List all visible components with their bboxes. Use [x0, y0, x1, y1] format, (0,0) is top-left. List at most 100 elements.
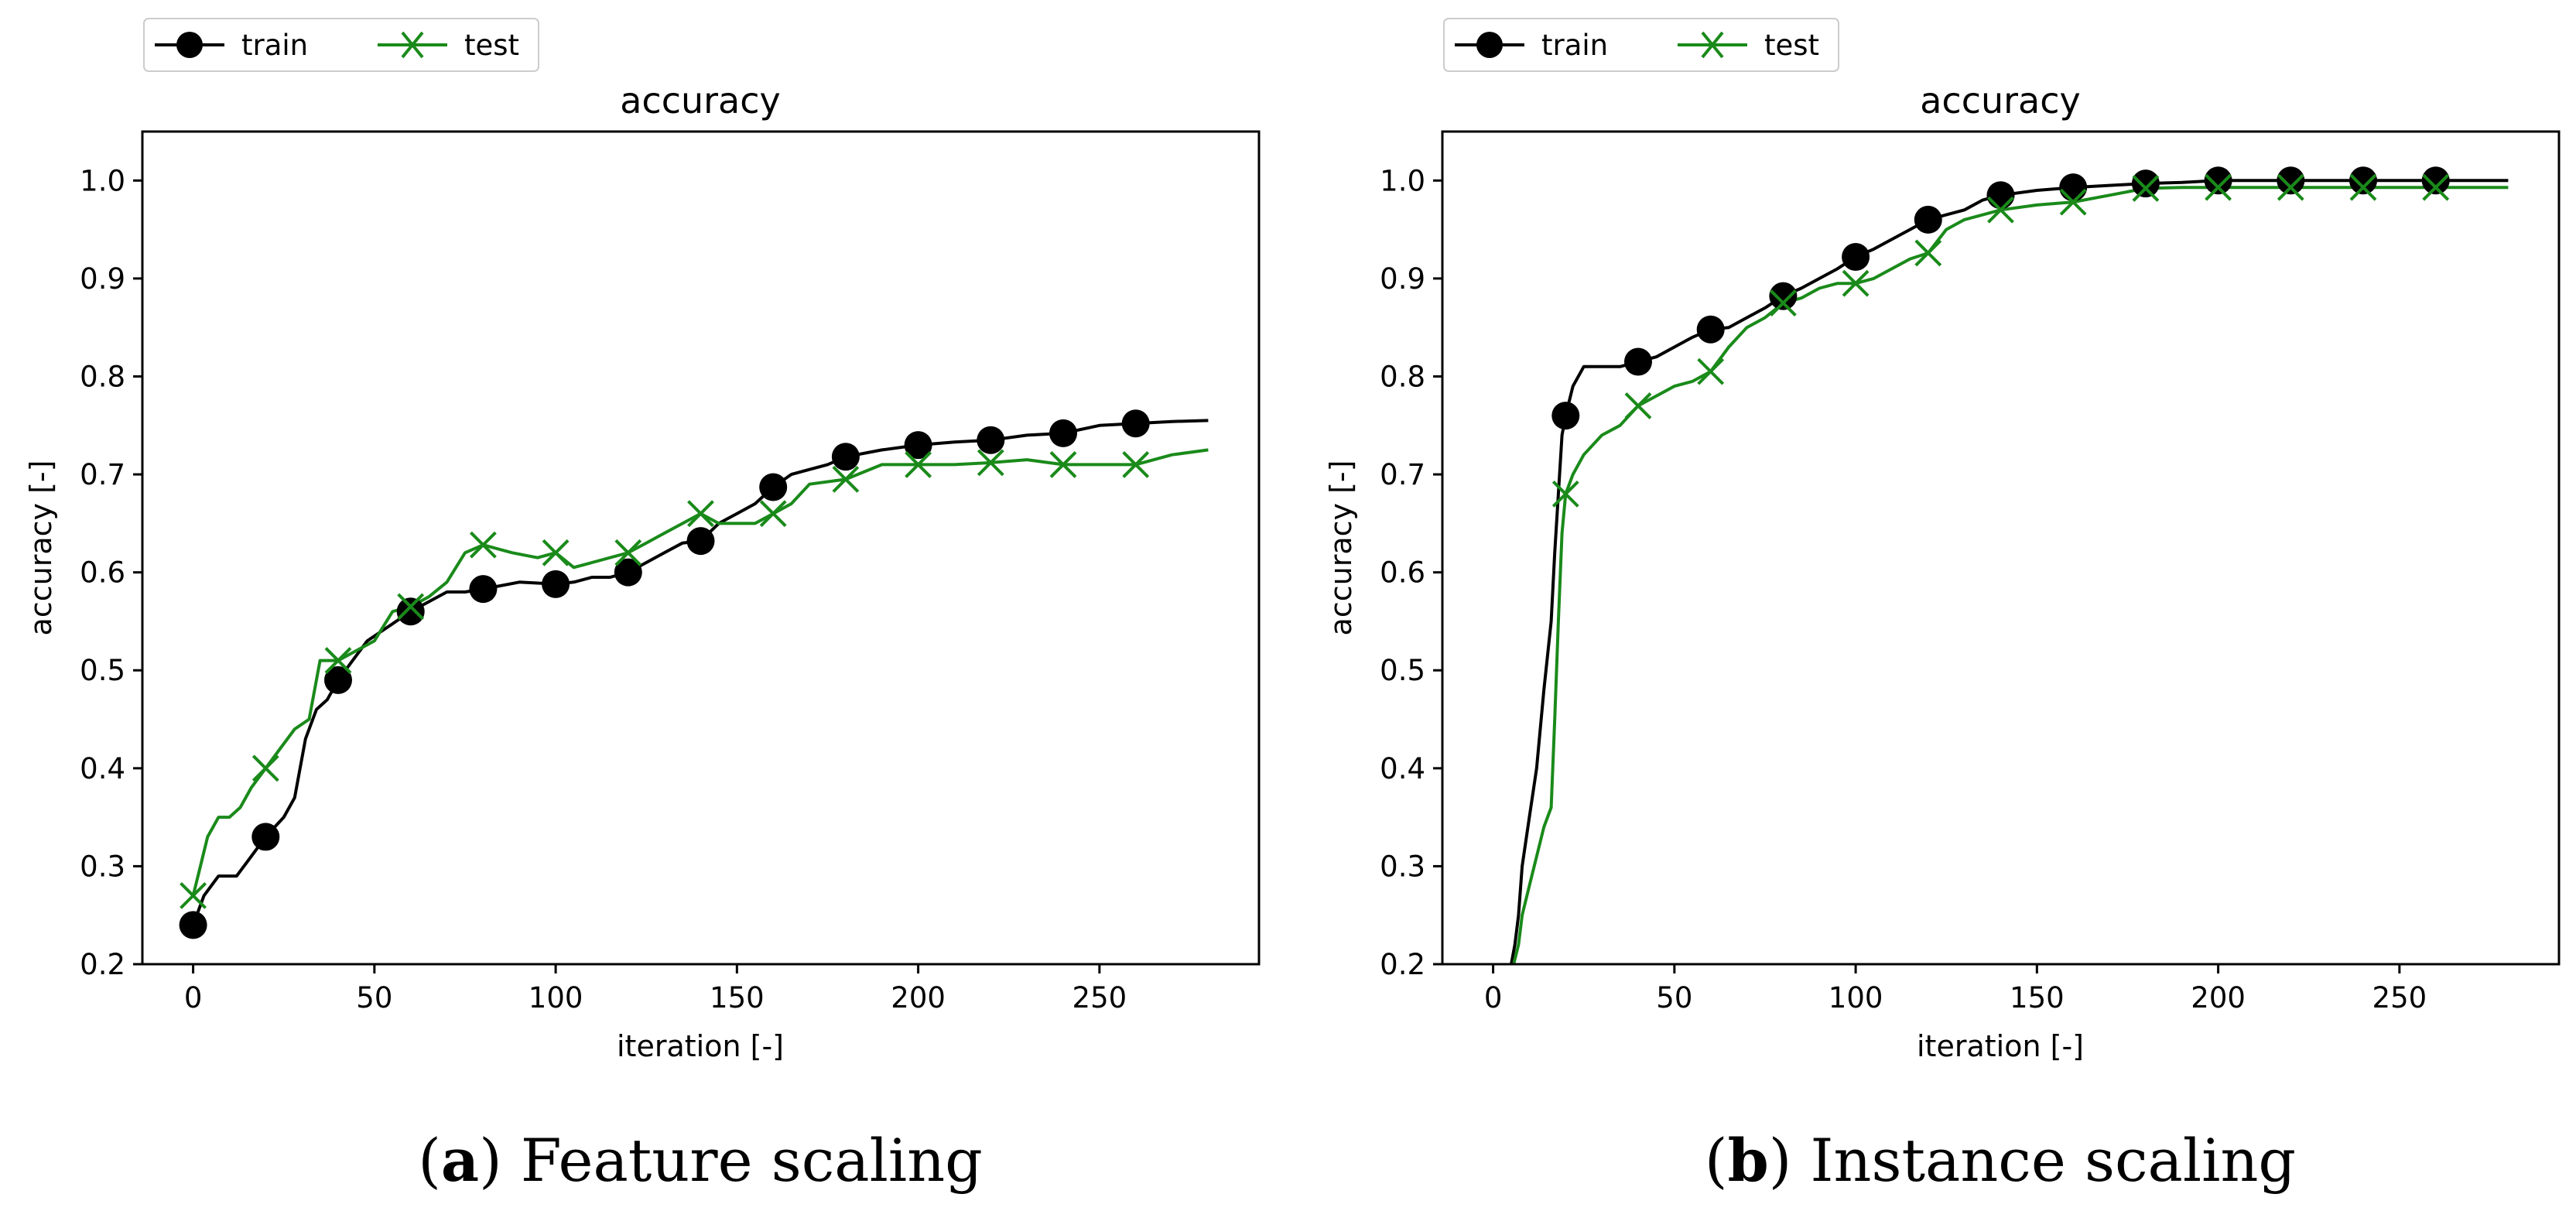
marker-test	[1987, 196, 2014, 224]
marker-train	[2131, 169, 2160, 198]
marker-train	[2059, 173, 2088, 202]
y-tick-label: 0.2	[80, 948, 125, 981]
y-tick-label: 0.8	[1380, 360, 1425, 393]
marker-test	[614, 539, 642, 566]
x-tick-label: 50	[1656, 981, 1692, 1014]
x-tick-label: 50	[356, 981, 392, 1014]
series-line-test	[1512, 186, 2509, 964]
marker-train	[1049, 419, 1078, 447]
legend-frame	[143, 18, 539, 72]
plot-markers-b	[1551, 166, 2450, 508]
marker-train	[2277, 166, 2305, 195]
plot-frame-b	[1441, 130, 2561, 966]
marker-test	[832, 465, 860, 493]
marker-train	[977, 426, 1005, 454]
legend-frame	[1443, 18, 1839, 72]
marker-test	[180, 881, 207, 909]
ylabel-a: accuracy [-]	[24, 460, 58, 636]
marker-train	[614, 558, 642, 587]
x-tick-label: 150	[710, 981, 765, 1014]
marker-test	[542, 539, 570, 566]
marker-train	[2204, 166, 2232, 195]
marker-test	[397, 593, 425, 621]
marker-test	[251, 754, 279, 782]
marker-train	[1121, 409, 1150, 438]
y-tick-label: 0.6	[80, 556, 125, 590]
x-tick-label: 150	[2010, 981, 2065, 1014]
y-tick-label: 0.9	[80, 262, 125, 296]
marker-test	[1769, 289, 1797, 316]
caption-a: (a) Feature scaling	[418, 1126, 983, 1195]
marker-test	[1697, 358, 1725, 385]
y-tick-label: 0.4	[80, 752, 125, 785]
marker-test	[1551, 480, 1579, 508]
y-tick-label: 0.6	[1380, 556, 1425, 590]
panel-b: train test accuracy 0 50 100 150 200 250 0.2 0.…	[1324, 18, 2561, 1195]
marker-train	[2421, 166, 2450, 195]
marker-train	[469, 575, 498, 604]
marker-test	[2205, 173, 2232, 201]
legend-test-label: test	[464, 29, 519, 62]
marker-test	[2277, 173, 2304, 201]
y-tick-label: 0.4	[1380, 752, 1425, 785]
marker-test	[1122, 450, 1150, 478]
marker-test	[2349, 173, 2377, 201]
y-tick-label: 1.0	[1380, 164, 1425, 197]
marker-test	[1914, 239, 1942, 267]
marker-train	[686, 527, 715, 556]
ylabel-b: accuracy [-]	[1324, 460, 1358, 636]
y-tick-label: 0.7	[80, 458, 125, 491]
y-tick-label: 0.7	[1380, 458, 1425, 491]
marker-test	[2132, 175, 2160, 202]
axis-ticks-b: 0 50 100 150 200 250 0.2 0.3 0.4 0.5 0.6 0.7 0.8 0.9 1…	[1380, 164, 2427, 1014]
x-tick-label: 0	[184, 981, 203, 1014]
legend-panel-b: train test	[1443, 18, 1839, 72]
legend-test-label: test	[1764, 29, 1819, 62]
y-tick-label: 0.2	[1380, 948, 1425, 981]
marker-test	[687, 500, 714, 528]
marker-test	[324, 647, 352, 674]
x-tick-label: 250	[2372, 981, 2427, 1014]
axis-ticks-a: 0 50 100 150 200 250 0.2 0.3 0.4 0.5 0.6 0.7 0.8 0.9 1…	[80, 164, 1127, 1014]
plot-markers-a	[179, 409, 1150, 939]
caption-text-a: Feature scaling	[521, 1126, 983, 1195]
caption-text-b: Instance scaling	[1811, 1126, 2297, 1195]
marker-train	[251, 823, 280, 851]
marker-test	[2422, 173, 2450, 201]
x-tick-label: 100	[1829, 981, 1883, 1014]
legend-panel-a: train test	[143, 18, 539, 72]
y-tick-label: 0.8	[80, 360, 125, 393]
legend-train-marker	[176, 32, 203, 58]
marker-train	[1842, 243, 1870, 272]
marker-train	[396, 597, 425, 626]
legend-train-label: train	[1541, 29, 1608, 62]
series-line-train	[1510, 179, 2509, 964]
marker-train	[1914, 205, 1942, 234]
marker-test	[2059, 188, 2087, 216]
marker-test	[1842, 269, 1870, 297]
marker-test	[469, 531, 497, 559]
xlabel-b: iteration [-]	[1917, 1029, 2084, 1063]
marker-test	[759, 500, 787, 528]
y-tick-label: 0.3	[80, 850, 125, 883]
marker-train	[1623, 347, 1652, 376]
x-tick-label: 100	[529, 981, 583, 1014]
chart-title-b: accuracy	[1920, 80, 2081, 121]
marker-train	[2349, 166, 2378, 195]
marker-test	[1049, 450, 1077, 478]
marker-train	[831, 443, 860, 471]
marker-test	[905, 450, 932, 478]
chart-title-a: accuracy	[620, 80, 781, 121]
y-tick-label: 0.9	[1380, 262, 1425, 296]
marker-train	[323, 665, 352, 694]
caption-letter-a: a	[441, 1126, 479, 1195]
marker-train	[904, 431, 932, 460]
plot-frame-a	[141, 130, 1261, 966]
marker-train	[1551, 402, 1580, 430]
x-tick-label: 200	[891, 981, 946, 1014]
marker-train	[759, 473, 788, 501]
marker-train	[1769, 282, 1798, 310]
xlabel-a: iteration [-]	[617, 1029, 784, 1063]
y-tick-label: 0.3	[1380, 850, 1425, 883]
